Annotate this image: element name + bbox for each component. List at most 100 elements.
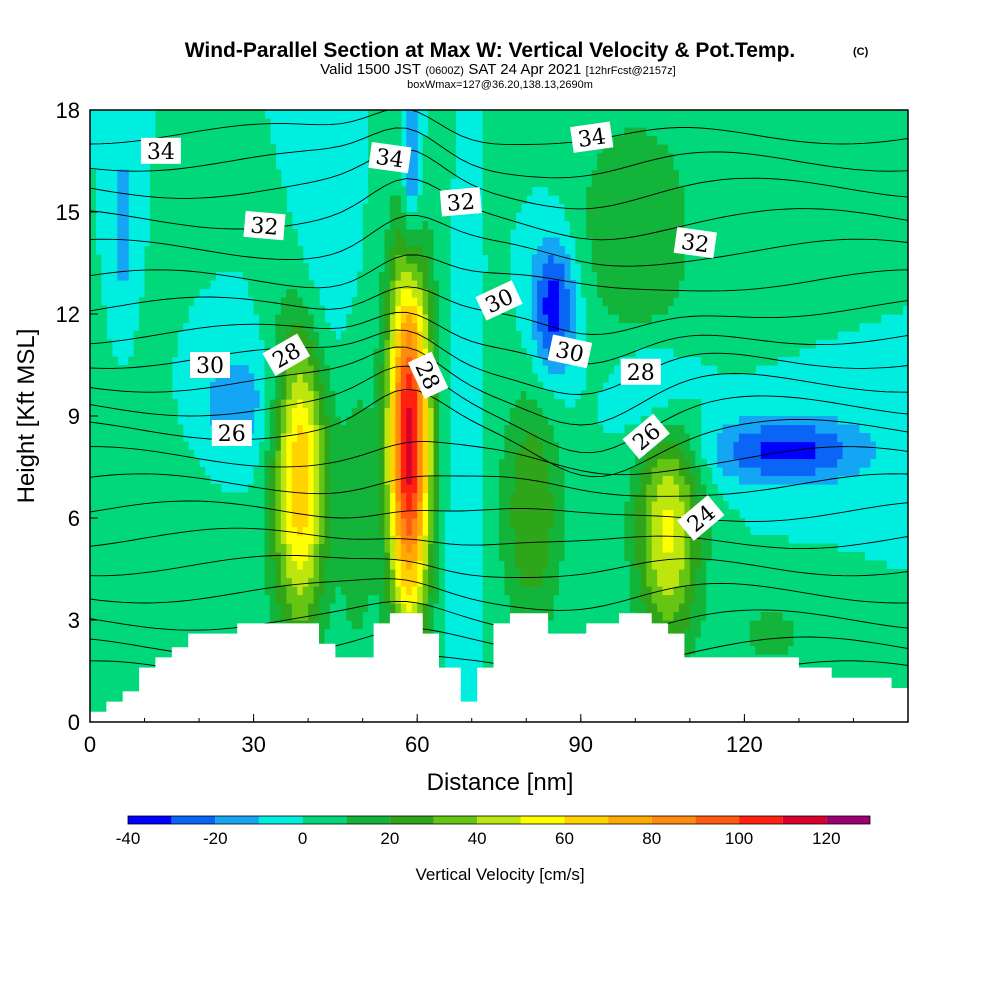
velocity-cell [204,560,211,570]
velocity-cell [160,535,167,545]
velocity-cell [242,535,249,545]
velocity-cell [291,297,298,307]
velocity-cell [444,475,451,485]
velocity-cell [95,611,102,621]
velocity-cell [504,348,511,358]
velocity-cell [275,178,282,188]
velocity-cell [373,135,380,145]
velocity-cell [111,467,118,477]
velocity-cell [302,407,309,417]
velocity-cell [411,271,418,281]
velocity-cell [439,246,446,256]
velocity-cell [406,229,413,239]
velocity-cell [106,407,113,417]
velocity-cell [139,662,146,672]
velocity-cell [324,331,331,341]
velocity-cell [182,484,189,494]
velocity-cell [373,492,380,502]
velocity-cell [504,127,511,137]
velocity-cell [171,212,178,222]
velocity-cell [335,526,342,536]
velocity-cell [384,322,391,332]
velocity-cell [237,195,244,205]
velocity-cell [242,110,249,120]
velocity-cell [111,611,118,621]
velocity-cell [280,195,287,205]
velocity-cell [253,169,260,179]
velocity-cell [160,577,167,587]
velocity-cell [291,484,298,494]
velocity-cell [444,331,451,341]
velocity-cell [226,611,233,621]
velocity-cell [329,441,336,451]
velocity-cell [357,475,364,485]
velocity-cell [488,373,495,383]
velocity-cell [324,382,331,392]
velocity-cell [193,263,200,273]
velocity-cell [259,161,266,171]
velocity-cell [95,501,102,511]
velocity-cell [548,135,555,145]
velocity-cell [395,382,402,392]
velocity-cell [302,433,309,443]
velocity-cell [362,475,369,485]
velocity-cell [362,552,369,562]
velocity-cell [542,331,549,341]
velocity-cell [269,586,277,596]
velocity-cell [558,594,566,604]
velocity-cell [493,365,500,375]
velocity-cell [351,458,358,468]
velocity-cell [106,492,113,502]
velocity-cell [395,586,402,596]
velocity-cell [253,475,260,485]
velocity-cell [166,586,173,596]
velocity-cell [291,577,298,587]
velocity-cell [144,305,151,315]
velocity-cell [553,314,560,324]
velocity-cell [564,169,571,179]
velocity-cell [488,127,495,137]
velocity-cell [242,152,249,162]
velocity-cell [308,577,315,587]
velocity-cell [433,280,440,290]
velocity-cell [144,654,151,664]
velocity-cell [297,390,304,400]
velocity-cell [531,110,538,120]
velocity-cell [313,407,320,417]
velocity-cell [395,203,402,213]
velocity-cell [319,543,326,553]
velocity-cell [575,611,582,621]
velocity-cell [493,501,500,511]
velocity-cell [264,135,271,145]
velocity-cell [417,339,424,349]
velocity-cell [406,603,413,613]
velocity-cell [379,569,386,579]
velocity-cell [237,399,244,409]
velocity-cell [160,526,167,536]
velocity-cell [400,484,407,494]
velocity-cell [417,569,424,579]
velocity-cell [357,331,364,341]
velocity-cell [297,246,304,256]
velocity-cell [160,212,167,222]
velocity-cell [362,603,369,613]
velocity-cell [482,645,489,655]
velocity-cell [499,560,506,570]
velocity-cell [286,288,293,298]
velocity-cell [564,594,571,604]
velocity-cell [90,501,97,511]
velocity-cell [302,535,309,545]
velocity-cell [531,263,538,273]
velocity-cell [264,484,271,494]
velocity-cell [259,118,266,128]
velocity-cell [357,424,364,434]
velocity-cell [368,246,375,256]
velocity-cell [155,603,162,613]
velocity-cell [428,475,435,485]
velocity-cell [422,441,429,451]
velocity-cell [128,424,135,434]
velocity-cell [542,509,549,519]
velocity-cell [308,492,315,502]
velocity-cell [411,399,418,409]
velocity-cell [149,246,157,256]
